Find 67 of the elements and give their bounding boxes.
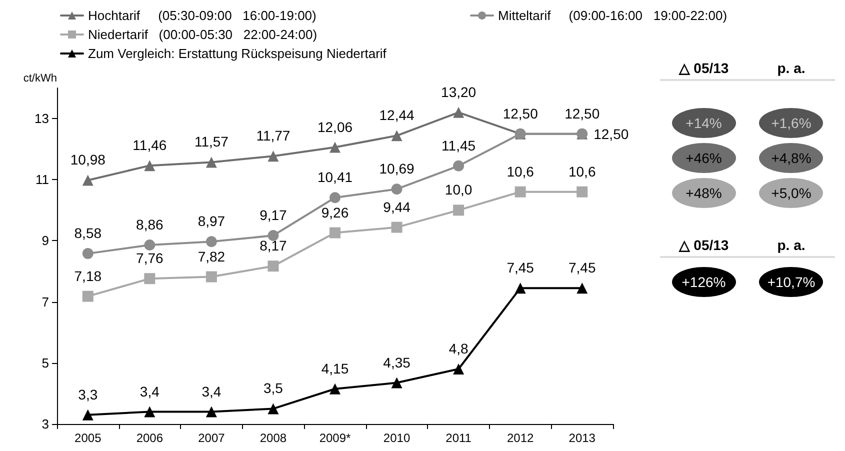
data-label: 7,76 <box>136 250 164 266</box>
data-label: +5,0% <box>759 178 824 208</box>
data-label: 4,15 <box>321 360 349 376</box>
data-label: 3,4 <box>140 383 160 400</box>
data-label: +4,8% <box>759 143 824 173</box>
data-label: 9,44 <box>383 198 411 215</box>
legend-label: Mitteltarif (09:00-16:00 19:00-22:00) <box>498 8 728 23</box>
data-label: 3,5 <box>263 380 284 396</box>
y-tick-label: 3 <box>42 416 49 432</box>
legend-label: Niedertarif (00:00-05:30 22:00-24:00) <box>88 27 318 42</box>
x-tick-label: 2007 <box>198 431 226 445</box>
data-label: 3,4 <box>202 383 222 400</box>
y-tick-label: 13 <box>34 111 49 126</box>
data-label: +10,7% <box>759 267 824 297</box>
x-tick-label: 2010 <box>383 431 410 445</box>
data-label: 10,98 <box>70 152 106 168</box>
data-label: 10,69 <box>379 160 414 177</box>
data-label: 8,17 <box>260 238 288 254</box>
y-tick-label: 7 <box>42 294 49 310</box>
data-label: +1,6% <box>759 108 824 138</box>
data-label: +48% <box>672 178 736 208</box>
data-label: 9,17 <box>260 207 288 224</box>
legend-label: Hochtarif (05:30-09:00 16:00-19:00) <box>88 8 316 23</box>
data-label: 13,20 <box>441 84 476 100</box>
category-label: p. a. <box>776 237 806 253</box>
x-tick-label: 2012 <box>506 431 534 445</box>
data-label: 12,06 <box>317 118 353 135</box>
data-label: 7,82 <box>198 248 226 264</box>
data-label: 12,50 <box>594 126 629 142</box>
data-label: 9,26 <box>321 204 349 220</box>
data-label: 12,50 <box>564 105 600 122</box>
data-label: 11,57 <box>194 134 229 150</box>
data-label: +46% <box>672 143 736 173</box>
data-label: 10,6 <box>568 163 596 180</box>
data-label: 4,8 <box>448 340 468 357</box>
x-tick-label: 2009* <box>319 431 352 445</box>
data-label: +14% <box>672 108 736 138</box>
category-label: △ 05/13 <box>678 60 730 76</box>
data-label: 11,77 <box>256 128 290 144</box>
data-label: 10,6 <box>506 163 534 180</box>
data-label: 8,97 <box>198 213 226 230</box>
x-tick-label: 2013 <box>568 431 596 445</box>
x-tick-label: 2008 <box>260 431 287 445</box>
data-label: 3,3 <box>78 386 98 402</box>
data-label: 12,44 <box>379 107 414 124</box>
data-label: 4,35 <box>383 354 411 370</box>
data-label: 12,50 <box>502 105 538 122</box>
y-tick-label: 11 <box>36 172 49 188</box>
data-label: +126% <box>672 267 736 297</box>
category-label: △ 05/13 <box>678 237 730 253</box>
data-label: 7,45 <box>506 260 534 276</box>
y-axis-title: ct/kWh <box>23 72 57 84</box>
legend-label: Zum Vergleich: Erstattung Rückspeisung Niedertarif <box>88 46 387 61</box>
x-tick-label: 2005 <box>74 431 102 445</box>
data-label: 11,45 <box>442 137 476 154</box>
data-label: 7,45 <box>568 260 596 276</box>
data-label: 8,86 <box>136 216 164 233</box>
category-label: p. a. <box>776 60 806 76</box>
data-label: 10,41 <box>317 169 353 186</box>
x-tick-label: 2011 <box>446 431 472 445</box>
data-label: 8,58 <box>74 225 102 242</box>
y-tick-label: 9 <box>42 233 49 248</box>
x-tick-label: 2006 <box>136 431 164 445</box>
data-label: 10,0 <box>444 182 472 198</box>
y-tick-label: 5 <box>42 355 49 370</box>
data-label: 11,46 <box>132 137 167 154</box>
data-label: 7,18 <box>74 268 102 284</box>
